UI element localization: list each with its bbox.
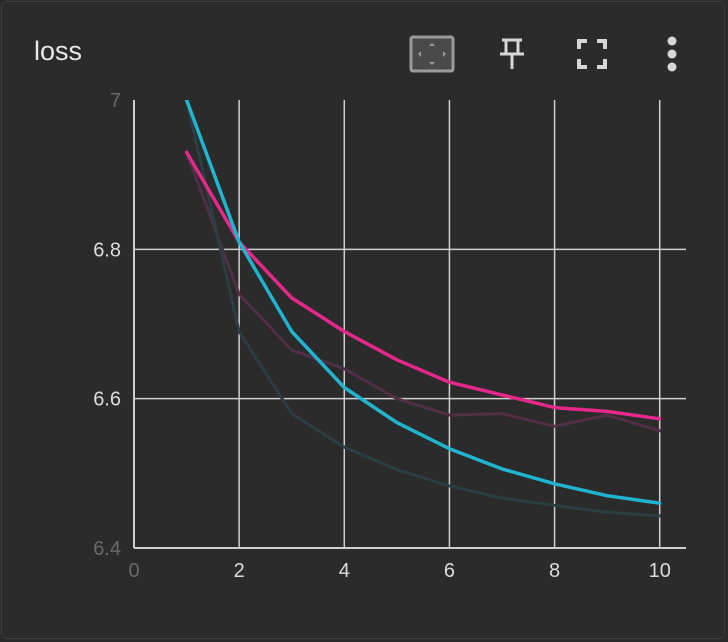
x-tick-label: 6: [444, 560, 455, 582]
fit-domain-button[interactable]: [408, 30, 456, 78]
y-tick-label: 6.4: [93, 538, 121, 560]
fullscreen-button[interactable]: [568, 30, 616, 78]
x-tick-label: 0: [128, 560, 139, 582]
more-options-button[interactable]: [648, 30, 696, 78]
pin-button[interactable]: [488, 30, 536, 78]
series-line-0: [184, 150, 662, 421]
x-tick-label: 8: [549, 560, 560, 582]
x-tick-label: 10: [649, 560, 671, 582]
series-line-2: [184, 100, 662, 505]
pin-icon: [498, 37, 526, 71]
y-tick-label: 7: [110, 90, 121, 112]
y-tick-label: 6.8: [93, 239, 121, 261]
x-tick-label: 4: [339, 560, 350, 582]
fullscreen-icon: [576, 38, 608, 70]
series-line-1: [185, 150, 662, 433]
chart-title: loss: [34, 36, 83, 66]
series-line-3: [185, 100, 662, 518]
fit-domain-icon: [409, 35, 455, 73]
y-tick-label: 6.6: [93, 389, 121, 411]
x-tick-label: 2: [234, 560, 245, 582]
more-vert-icon: [666, 36, 678, 72]
